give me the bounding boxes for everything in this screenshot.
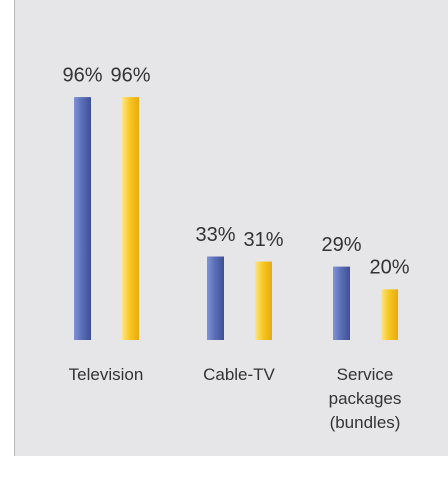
category-label: Television <box>68 365 144 384</box>
value-label: 20% <box>369 257 409 279</box>
category-label: Cable-TV <box>203 365 275 384</box>
bar <box>255 261 272 340</box>
bar <box>333 266 350 340</box>
bar <box>74 97 91 341</box>
value-label: 31% <box>243 229 283 251</box>
value-label: 33% <box>195 224 235 246</box>
value-label: 29% <box>321 234 361 256</box>
bar <box>381 289 398 340</box>
category-label: Service packages (bundles) <box>328 365 402 432</box>
value-label: 96% <box>62 64 102 86</box>
bar <box>122 97 139 341</box>
value-label: 96% <box>110 64 150 86</box>
bar <box>207 256 224 340</box>
